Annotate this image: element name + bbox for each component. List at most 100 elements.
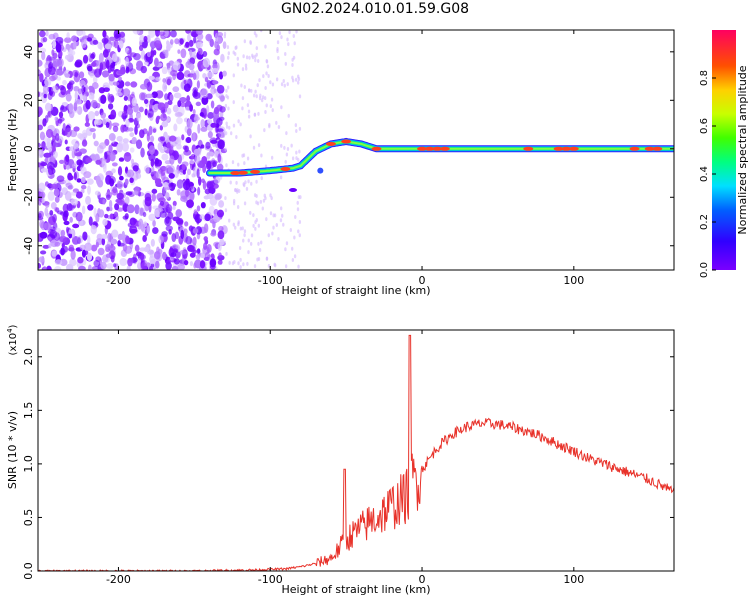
noise-blob (217, 139, 225, 150)
ridge-peak (250, 169, 261, 174)
noise-blob (74, 150, 78, 157)
noise-blob (291, 258, 295, 263)
noise-blob (143, 35, 148, 43)
noise-blob (129, 228, 138, 234)
noise-blob (225, 94, 228, 99)
noise-blob (52, 39, 57, 49)
noise-blob (250, 181, 253, 186)
noise-blob (172, 86, 180, 93)
noise-blob (169, 145, 174, 154)
noise-blob (38, 262, 42, 269)
noise-blob (231, 160, 235, 165)
noise-blob (210, 86, 217, 95)
noise-blob (274, 263, 277, 268)
noise-blob (154, 178, 162, 186)
noise-blob (77, 88, 83, 95)
noise-blob (217, 37, 223, 45)
noise-blob (67, 229, 74, 235)
noise-blob (195, 101, 202, 107)
noise-blob (44, 157, 50, 163)
noise-blob (87, 264, 92, 270)
noise-blob (214, 194, 222, 201)
noise-blob (247, 109, 251, 114)
noise-blob (189, 261, 194, 267)
noise-blob (111, 122, 120, 127)
noise-blob (104, 43, 112, 50)
snr-x-tick-label: -200 (106, 573, 131, 586)
noise-blob (142, 211, 147, 217)
noise-blob (203, 242, 208, 250)
noise-blob (139, 35, 146, 43)
noise-blob (52, 151, 58, 159)
noise-blob (279, 175, 283, 180)
snr-panel: -200 -100 0 100 0.0 0.5 1.0 1.5 2.0 Height of s… (6, 324, 675, 596)
noise-blob (242, 262, 245, 267)
noise-blob (224, 131, 228, 136)
noise-blob (206, 80, 212, 89)
noise-blob (100, 112, 107, 119)
noise-blob (123, 95, 128, 101)
noise-blob (94, 68, 102, 78)
noise-blob (108, 199, 113, 209)
noise-blob (39, 131, 46, 141)
noise-blob (73, 102, 78, 112)
noise-blob (159, 200, 165, 206)
noise-blob (70, 159, 74, 165)
noise-blob (182, 180, 191, 191)
noise-blob (197, 176, 202, 186)
noise-blob (105, 253, 111, 258)
snr-background (38, 330, 674, 571)
noise-blob (242, 54, 245, 59)
noise-blob (292, 55, 296, 60)
noise-blob (126, 169, 135, 178)
noise-blob (38, 199, 42, 206)
noise-blob (81, 129, 88, 140)
noise-blob (223, 31, 227, 36)
ridge-peak (553, 146, 564, 151)
noise-blob (199, 252, 207, 259)
noise-blob (267, 74, 270, 79)
noise-blob (286, 82, 289, 87)
noise-blob (202, 57, 211, 68)
noise-blob (179, 169, 184, 176)
noise-blob (161, 121, 169, 128)
noise-blob (157, 142, 163, 151)
noise-blob (114, 203, 120, 211)
noise-blob (172, 205, 176, 210)
noise-blob (229, 131, 233, 136)
noise-blob (38, 124, 44, 131)
noise-blob (88, 92, 94, 100)
noise-blob (64, 139, 68, 145)
noise-blob (38, 142, 41, 148)
noise-blob (298, 233, 301, 238)
noise-blob (135, 251, 142, 257)
noise-blob (116, 79, 125, 89)
noise-blob (127, 49, 133, 57)
noise-blob (267, 233, 270, 238)
noise-blob (222, 41, 227, 49)
noise-blob (282, 79, 285, 84)
noise-blob (82, 54, 89, 64)
noise-blob (174, 169, 179, 178)
noise-blob (247, 250, 250, 255)
noise-blob (194, 114, 199, 119)
snr-y-tick-label: 2.0 (22, 348, 35, 366)
noise-blob (84, 90, 90, 96)
noise-blob (162, 251, 167, 261)
noise-blob (144, 196, 152, 207)
noise-blob (222, 70, 227, 77)
noise-blob (57, 118, 63, 124)
noise-blob (88, 216, 93, 226)
noise-blob (189, 159, 195, 165)
noise-blob (173, 258, 180, 265)
noise-blob (54, 259, 63, 266)
noise-blob (245, 55, 249, 60)
noise-blob (79, 79, 86, 88)
noise-blob (65, 93, 72, 102)
noise-blob (168, 172, 175, 179)
noise-blob (289, 227, 293, 232)
noise-blob (108, 133, 116, 141)
noise-blob (249, 134, 252, 139)
spectrogram-ridge-layer (206, 137, 674, 192)
